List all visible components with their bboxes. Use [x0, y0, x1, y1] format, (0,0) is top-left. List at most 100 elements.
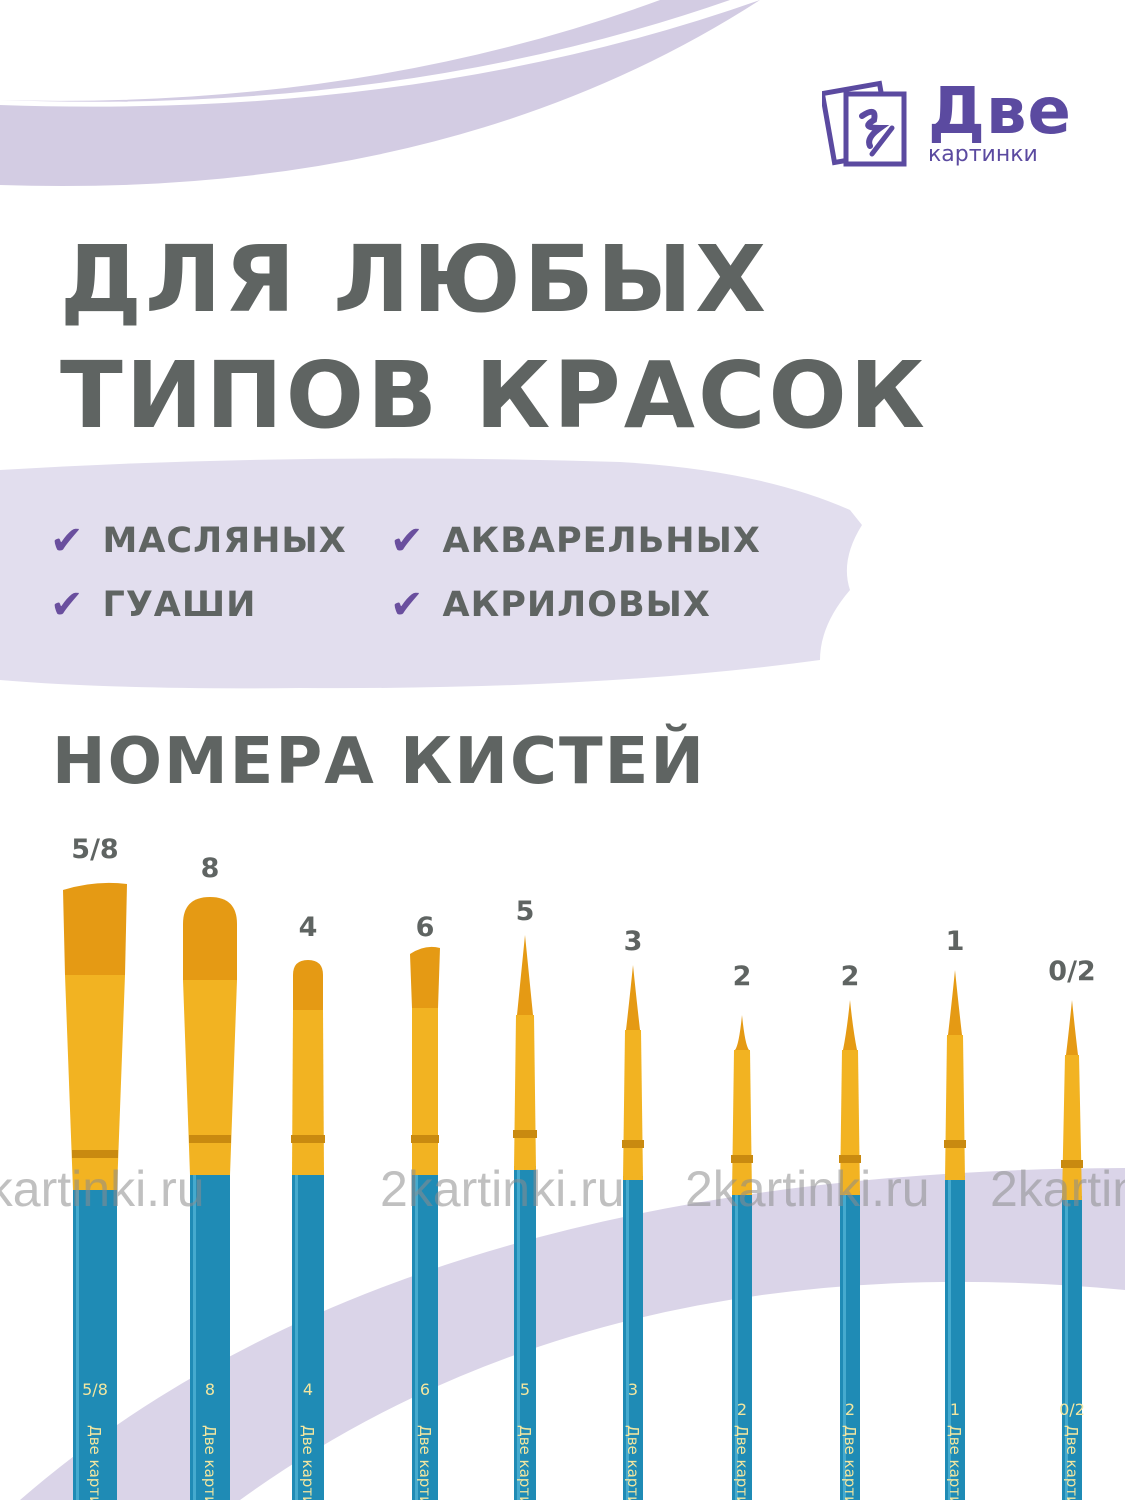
handle-highlight: [948, 1180, 951, 1500]
handle-size-label: 3: [628, 1380, 638, 1399]
watermark: 2kartinki.ru: [0, 1161, 205, 1217]
handle-brand-label: Две картинки: [841, 1425, 859, 1500]
brush-bristles: [626, 965, 640, 1030]
handle-size-label: 1: [950, 1400, 960, 1419]
handle-size-label: 6: [420, 1380, 430, 1399]
handle-brand-label: Две картинки: [624, 1425, 642, 1500]
brush-bristles: [948, 970, 962, 1035]
handle-highlight: [626, 1180, 629, 1500]
feature-item: ✔ АКРИЛОВЫХ: [390, 582, 711, 628]
brush-ferrule: [292, 1010, 324, 1175]
ferrule-crimp: [411, 1135, 439, 1143]
feature-label: АКВАРЕЛЬНЫХ: [442, 521, 761, 561]
check-icon: ✔: [50, 518, 85, 564]
brush: 1 Две картинки: [944, 970, 966, 1500]
subheading: НОМЕРА КИСТЕЙ: [52, 725, 706, 799]
handle-highlight: [517, 1170, 520, 1500]
brush-number: 1: [945, 926, 965, 957]
brush-number: 2: [732, 961, 752, 992]
logo-name: Две: [928, 75, 1072, 149]
brush-ferrule: [623, 1030, 643, 1180]
handle-highlight: [76, 1190, 79, 1500]
headline-line-1: Для любых: [60, 226, 770, 333]
brush-number: 8: [200, 853, 220, 884]
handle-brand-label: Две картинки: [733, 1425, 751, 1500]
watermark: 2kartinki.ru: [380, 1161, 625, 1217]
handle-size-label: 4: [303, 1380, 313, 1399]
top-arc: [0, 0, 760, 187]
brush: 5 Две картинки: [513, 935, 537, 1500]
feature-label: МАСЛЯНЫХ: [102, 521, 347, 561]
handle-size-label: 0/2: [1059, 1400, 1085, 1419]
brush: 6 Две картинки: [410, 946, 440, 1500]
brush-bristles: [410, 946, 440, 1008]
brush-ferrule: [514, 1015, 536, 1170]
ferrule-crimp: [189, 1135, 231, 1143]
ferrule-crimp: [1061, 1160, 1083, 1168]
headline: Для любых типов красок: [60, 222, 928, 454]
ferrule-crimp: [839, 1155, 861, 1163]
brush: 2 Две картинки: [731, 1015, 753, 1500]
feature-label: АКРИЛОВЫХ: [442, 585, 711, 625]
brush-number: 0/2: [1048, 956, 1096, 987]
ferrule-crimp: [622, 1140, 644, 1148]
brush-handle: [190, 1171, 230, 1500]
brush-set: 5/8 Две картинки 8 Две картинки 4 Две картинк…: [63, 882, 1085, 1500]
ferrule-crimp: [731, 1155, 753, 1163]
brush-number: 6: [415, 912, 435, 943]
handle-brand-label: Две картинки: [201, 1425, 219, 1500]
logo-icon: [822, 80, 907, 167]
brush-ferrule: [945, 1035, 965, 1180]
check-icon: ✔: [50, 582, 85, 628]
brush: 5/8 Две картинки: [63, 882, 127, 1500]
check-icon: ✔: [390, 582, 425, 628]
handle-brand-label: Две картинки: [86, 1425, 104, 1500]
ferrule-crimp: [513, 1130, 537, 1138]
brush-number: 3: [623, 926, 643, 957]
brush-bristles: [517, 935, 533, 1015]
brush-ferrule: [183, 980, 237, 1175]
ferrule-crimp: [291, 1135, 325, 1143]
handle-brand-label: Две картинки: [416, 1425, 434, 1500]
handle-highlight: [843, 1195, 846, 1500]
brush: 3 Две картинки: [622, 965, 644, 1500]
brush-number: 2: [840, 961, 860, 992]
brush-number: 4: [298, 912, 318, 943]
handle-brand-label: Две картинки: [516, 1425, 534, 1500]
handle-size-label: 2: [737, 1400, 747, 1419]
brush-bristles: [843, 1000, 857, 1050]
handle-size-label: 2: [845, 1400, 855, 1419]
feature-item: ✔ МАСЛЯНЫХ: [50, 518, 347, 564]
ferrule-crimp: [944, 1140, 966, 1148]
handle-highlight: [193, 1175, 196, 1500]
handle-brand-label: Две картинки: [1063, 1425, 1081, 1500]
brush: 0/2 Две картинки: [1059, 1000, 1085, 1500]
handle-highlight: [1065, 1200, 1068, 1500]
brush-number: 5: [515, 896, 535, 927]
brush-ferrule: [65, 975, 125, 1190]
brush-bristles: [735, 1015, 749, 1050]
handle-size-label: 5: [520, 1380, 530, 1399]
handle-brand-label: Две картинки: [299, 1425, 317, 1500]
feature-item: ✔ ГУАШИ: [50, 582, 256, 628]
handle-highlight: [295, 1175, 298, 1500]
ferrule-crimp: [72, 1150, 118, 1158]
watermark: 2kartinki.ru: [685, 1161, 930, 1217]
logo: Две картинки: [928, 80, 1072, 166]
brush-bristles: [293, 960, 323, 1010]
brush-number: 5/8: [71, 834, 119, 865]
handle-size-label: 5/8: [82, 1380, 108, 1399]
brush-bristles: [1066, 1000, 1078, 1055]
headline-line-2: типов красок: [60, 342, 928, 449]
brush: 4 Две картинки: [291, 960, 325, 1500]
feature-label: ГУАШИ: [102, 585, 257, 625]
logo-subname: картинки: [928, 142, 1038, 167]
feature-item: ✔ АКВАРЕЛЬНЫХ: [390, 518, 761, 564]
handle-size-label: 8: [205, 1380, 215, 1399]
check-icon: ✔: [390, 518, 425, 564]
brush: 8 Две картинки: [183, 897, 237, 1500]
handle-brand-label: Две картинки: [946, 1425, 964, 1500]
brush-bristles: [63, 882, 127, 975]
brush-bristles: [183, 897, 237, 980]
